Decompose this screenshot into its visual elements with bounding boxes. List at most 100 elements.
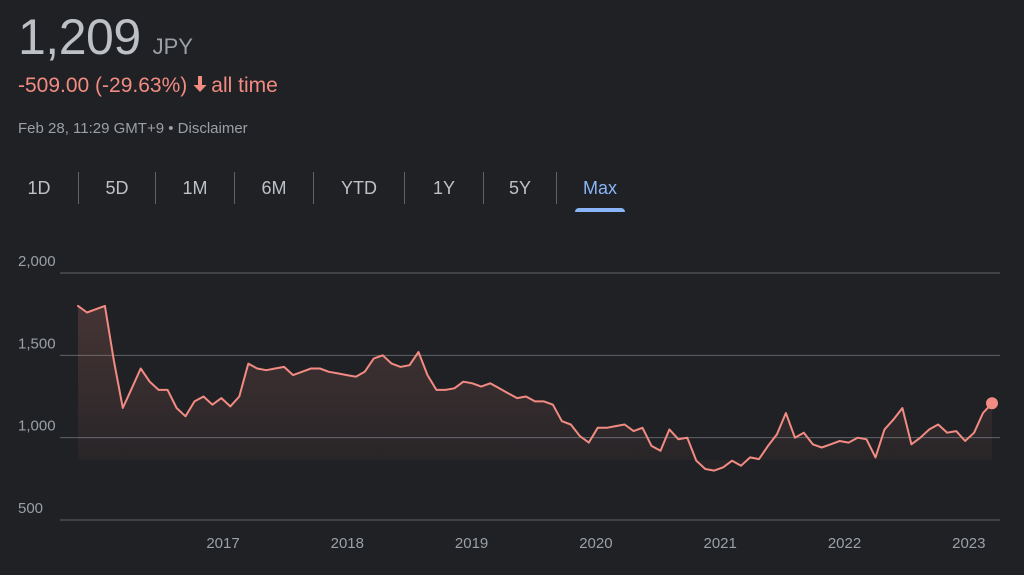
data-point[interactable]	[255, 367, 259, 371]
data-point[interactable]	[766, 444, 770, 448]
data-point[interactable]	[596, 426, 600, 430]
data-point[interactable]	[909, 442, 913, 446]
data-point[interactable]	[811, 442, 815, 446]
data-point[interactable]	[587, 441, 591, 445]
data-point[interactable]	[900, 406, 904, 410]
tab-1m[interactable]: 1M	[182, 178, 208, 198]
data-point[interactable]	[650, 444, 654, 448]
data-point[interactable]	[354, 375, 358, 379]
data-point[interactable]	[121, 406, 125, 410]
data-point[interactable]	[273, 367, 277, 371]
data-point[interactable]	[175, 406, 179, 410]
tab-max[interactable]: Max	[571, 168, 629, 212]
data-point[interactable]	[103, 304, 107, 308]
data-point[interactable]	[148, 380, 152, 384]
data-point[interactable]	[748, 455, 752, 459]
data-point[interactable]	[838, 439, 842, 443]
data-point[interactable]	[85, 311, 89, 315]
data-point[interactable]	[927, 427, 931, 431]
data-point[interactable]	[470, 381, 474, 385]
data-point[interactable]	[112, 358, 116, 362]
tab-5d[interactable]: 5D	[105, 178, 129, 198]
data-point[interactable]	[237, 395, 241, 399]
data-point[interactable]	[963, 439, 967, 443]
data-point[interactable]	[676, 437, 680, 441]
data-point[interactable]	[417, 350, 421, 354]
data-point[interactable]	[533, 399, 537, 403]
data-point[interactable]	[936, 423, 940, 427]
data-point[interactable]	[139, 367, 143, 371]
tab-5y[interactable]: 5Y	[508, 178, 532, 198]
data-point[interactable]	[667, 427, 671, 431]
data-point[interactable]	[309, 367, 313, 371]
data-point[interactable]	[336, 371, 340, 375]
data-point[interactable]	[515, 396, 519, 400]
data-point[interactable]	[981, 411, 985, 415]
data-point[interactable]	[202, 395, 206, 399]
data-point[interactable]	[712, 469, 716, 473]
data-point[interactable]	[641, 426, 645, 430]
data-point[interactable]	[94, 307, 98, 311]
data-point[interactable]	[497, 386, 501, 390]
data-point[interactable]	[874, 455, 878, 459]
data-point[interactable]	[829, 442, 833, 446]
data-point[interactable]	[426, 373, 430, 377]
tab-1y[interactable]: 1Y	[432, 178, 456, 198]
data-point[interactable]	[659, 449, 663, 453]
data-point[interactable]	[972, 431, 976, 435]
data-point[interactable]	[703, 467, 707, 471]
data-point[interactable]	[757, 457, 761, 461]
tab-ytd[interactable]: YTD	[341, 178, 377, 198]
data-point[interactable]	[918, 436, 922, 440]
data-point[interactable]	[506, 391, 510, 395]
data-point[interactable]	[443, 388, 447, 392]
data-point[interactable]	[856, 436, 860, 440]
data-point[interactable]	[434, 388, 438, 392]
data-point[interactable]	[685, 436, 689, 440]
data-point[interactable]	[130, 386, 134, 390]
data-point[interactable]	[578, 434, 582, 438]
data-point[interactable]	[184, 414, 188, 418]
data-point[interactable]	[623, 423, 627, 427]
data-point[interactable]	[372, 357, 376, 361]
data-point[interactable]	[381, 353, 385, 357]
data-point[interactable]	[76, 304, 80, 308]
tab-1d[interactable]: 1D	[27, 178, 51, 198]
data-point[interactable]	[730, 459, 734, 463]
tab-6m[interactable]: 6M	[261, 178, 287, 198]
data-point[interactable]	[193, 399, 197, 403]
data-point[interactable]	[954, 429, 958, 433]
data-point[interactable]	[524, 395, 528, 399]
data-point[interactable]	[399, 365, 403, 369]
data-point[interactable]	[282, 365, 286, 369]
data-point[interactable]	[166, 388, 170, 392]
data-point[interactable]	[363, 370, 367, 374]
data-point[interactable]	[327, 370, 331, 374]
data-point[interactable]	[614, 424, 618, 428]
data-point[interactable]	[945, 431, 949, 435]
data-point[interactable]	[721, 465, 725, 469]
data-point[interactable]	[891, 418, 895, 422]
data-point[interactable]	[408, 363, 412, 367]
data-point[interactable]	[569, 423, 573, 427]
data-point[interactable]	[318, 367, 322, 371]
data-point[interactable]	[739, 464, 743, 468]
data-point[interactable]	[479, 385, 483, 389]
disclaimer-link[interactable]: Disclaimer	[177, 120, 248, 137]
data-point[interactable]	[345, 373, 349, 377]
data-point[interactable]	[605, 426, 609, 430]
data-point[interactable]	[157, 388, 161, 392]
data-point[interactable]	[461, 380, 465, 384]
data-point[interactable]	[390, 362, 394, 366]
data-point[interactable]	[847, 441, 851, 445]
data-point[interactable]	[264, 368, 268, 372]
data-point[interactable]	[865, 437, 869, 441]
data-point[interactable]	[542, 399, 546, 403]
data-point[interactable]	[488, 381, 492, 385]
data-point[interactable]	[793, 436, 797, 440]
data-point[interactable]	[219, 396, 223, 400]
data-point[interactable]	[883, 427, 887, 431]
data-point[interactable]	[246, 362, 250, 366]
data-point[interactable]	[632, 429, 636, 433]
